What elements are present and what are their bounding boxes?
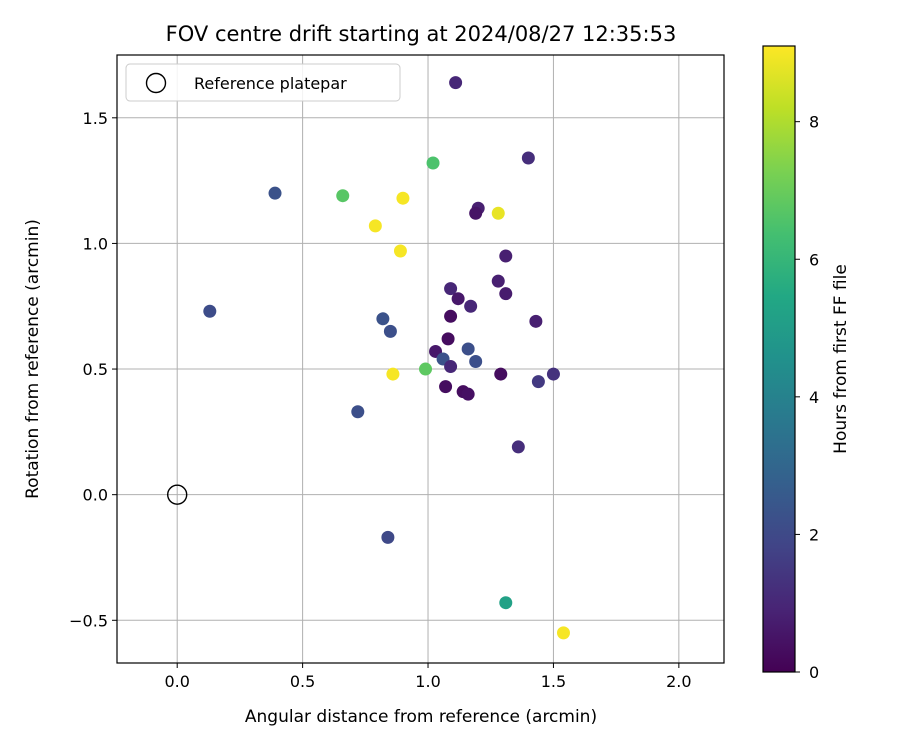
data-point (203, 304, 217, 318)
data-point (529, 314, 543, 328)
data-point (461, 387, 475, 401)
data-point (469, 206, 483, 220)
data-point (499, 596, 513, 610)
x-tick-label: 2.0 (666, 672, 691, 691)
colorbar-tick-label: 0 (809, 663, 819, 682)
data-point (419, 362, 433, 376)
legend-label-reference: Reference platepar (194, 74, 347, 93)
y-tick-label: 0.5 (83, 360, 108, 379)
data-point (441, 332, 455, 346)
data-point (491, 274, 505, 288)
y-tick-label: −0.5 (69, 611, 108, 630)
data-point (499, 249, 513, 263)
axis-ticks: 0.0 0.5 1.0 1.5 2.0 −0.5 0.0 0.5 1.0 1.5 (69, 109, 691, 691)
data-point (499, 287, 513, 301)
data-point (444, 282, 458, 296)
reference-platepar-marker (166, 484, 188, 505)
data-point (393, 244, 407, 258)
data-point (531, 375, 545, 389)
data-point (521, 151, 535, 165)
colorbar-gradient (763, 46, 795, 672)
data-point (449, 76, 463, 90)
data-point (511, 440, 525, 454)
data-point (336, 189, 350, 203)
data-points (166, 76, 570, 640)
data-point (396, 191, 410, 205)
x-tick-label: 1.0 (415, 672, 440, 691)
data-point (451, 292, 465, 306)
x-tick-label: 0.5 (290, 672, 315, 691)
data-point (469, 355, 483, 369)
x-tick-label: 1.5 (541, 672, 566, 691)
colorbar-ticks: 0 2 4 6 8 (795, 113, 819, 682)
data-point (439, 380, 453, 394)
data-point (376, 312, 390, 326)
x-tick-label: 0.0 (164, 672, 189, 691)
data-point (268, 186, 282, 200)
grid-lines (117, 55, 724, 663)
x-axis-label: Angular distance from reference (arcmin) (245, 707, 597, 727)
y-tick-label: 1.0 (83, 234, 108, 253)
legend: Reference platepar (125, 63, 401, 102)
data-point (491, 206, 505, 220)
colorbar-label: Hours from first FF file (831, 264, 851, 454)
colorbar-tick-label: 6 (809, 250, 819, 269)
data-point (386, 367, 400, 381)
chart-title: FOV centre drift starting at 2024/08/27 … (166, 22, 677, 46)
data-point (461, 342, 475, 356)
legend-box (125, 63, 401, 102)
y-tick-label: 0.0 (83, 486, 108, 505)
colorbar-tick-label: 2 (809, 525, 819, 544)
legend-marker-reference (145, 72, 167, 94)
data-point (444, 309, 458, 323)
data-point (383, 324, 397, 338)
data-point (426, 156, 440, 170)
data-point (444, 360, 458, 374)
colorbar-frame (762, 45, 796, 673)
y-axis-label: Rotation from reference (arcmin) (23, 219, 43, 499)
data-point (351, 405, 365, 419)
colorbar-tick-label: 4 (809, 388, 819, 407)
data-point (381, 530, 395, 544)
data-point (556, 626, 570, 640)
plot-frame (116, 54, 725, 664)
data-point (494, 367, 508, 381)
y-tick-label: 1.5 (83, 109, 108, 128)
data-point (368, 219, 382, 233)
data-point (464, 299, 478, 313)
data-point (546, 367, 560, 381)
colorbar-tick-label: 8 (809, 113, 819, 132)
